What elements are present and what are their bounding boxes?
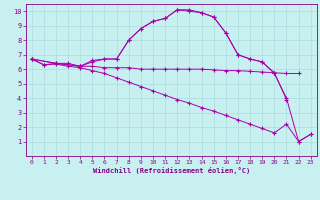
X-axis label: Windchill (Refroidissement éolien,°C): Windchill (Refroidissement éolien,°C) xyxy=(92,167,250,174)
